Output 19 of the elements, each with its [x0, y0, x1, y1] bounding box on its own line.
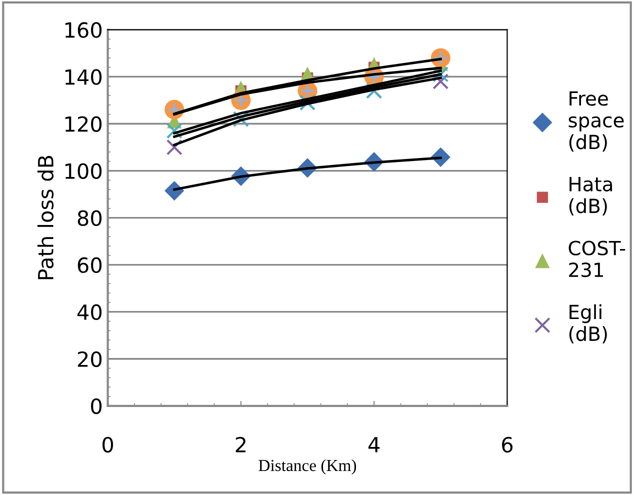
x-tick-label: 4: [368, 437, 380, 452]
y-tick-label: 80: [78, 210, 102, 226]
y-axis-title: Path loss dB: [37, 156, 54, 280]
y-tick-label: 160: [65, 22, 102, 38]
y-tick-label: 140: [65, 69, 102, 85]
y-tick-label: 0: [91, 398, 102, 414]
legend-label: COST-231: [568, 240, 626, 278]
legend-label: Free space (dB): [568, 91, 624, 152]
x-axis-title: Distance (Km): [258, 459, 356, 475]
x-tick-label: 2: [236, 436, 246, 452]
x-tick-label: 6: [502, 436, 513, 453]
y-tick-label: 120: [65, 116, 102, 132]
y-tick-label: 60: [78, 257, 102, 274]
y-tick-label: 100: [65, 163, 102, 179]
x-tick-label: 0: [102, 436, 114, 453]
legend-label: Egli (dB): [569, 304, 607, 344]
y-tick-label: 20: [78, 351, 102, 368]
legend-label: Hata (dB): [569, 177, 612, 216]
y-tick-label: 40: [77, 304, 102, 320]
